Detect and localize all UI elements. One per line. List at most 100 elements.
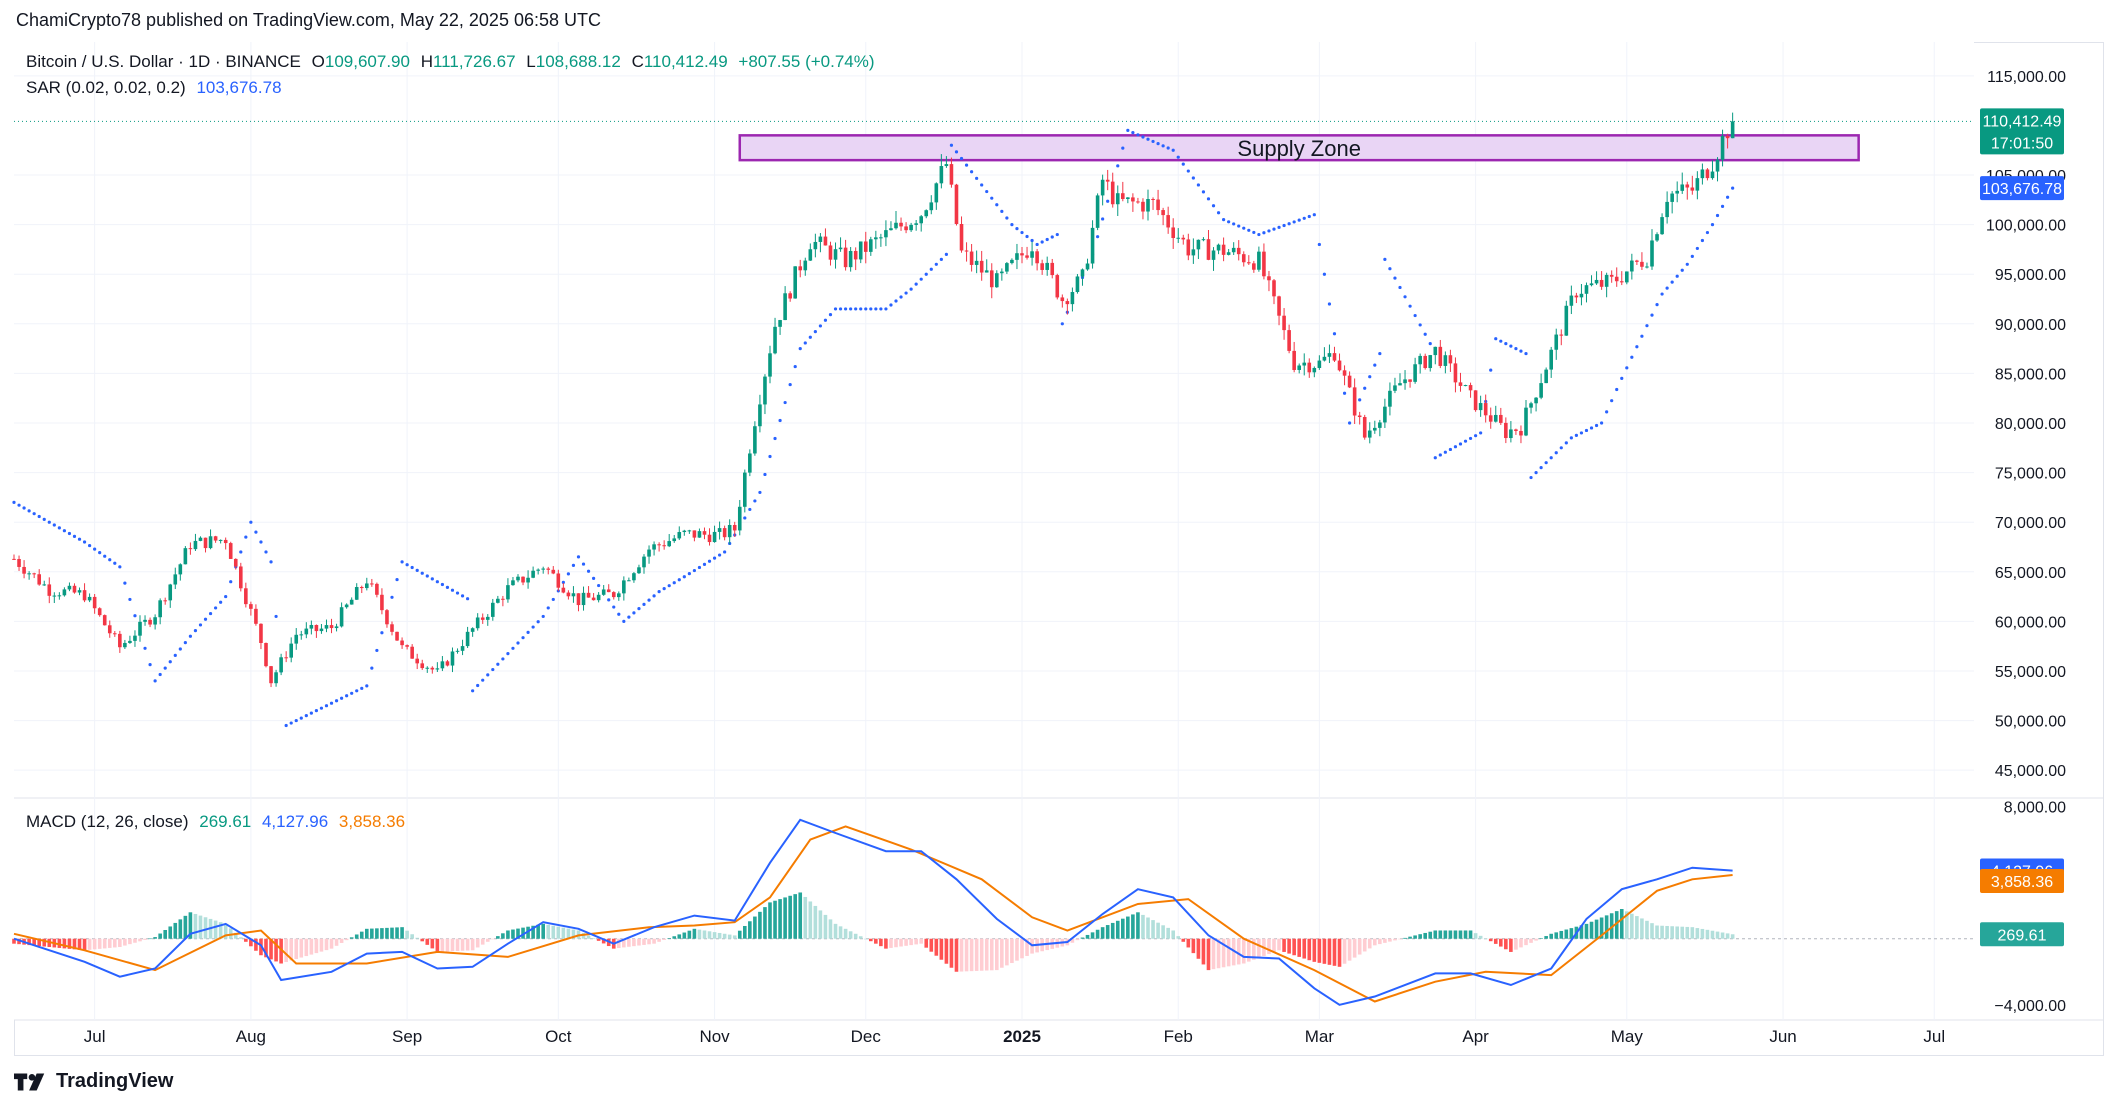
sar-dot: [929, 267, 933, 271]
macd-hist-bar: [838, 926, 843, 939]
sar-dot: [1680, 268, 1684, 272]
macd-hist-bar: [516, 928, 520, 939]
candle-body: [400, 640, 404, 646]
macd-hist-bar: [269, 938, 273, 960]
macd-hist-bar: [1327, 938, 1332, 965]
sar-dot: [400, 560, 404, 564]
sar-dot: [1600, 421, 1604, 425]
candle-body: [1564, 305, 1569, 336]
macd-line: [13, 818, 1733, 1006]
macd-hist-bar: [1307, 938, 1312, 961]
sar-dot: [1544, 461, 1548, 465]
candle-body: [1287, 330, 1291, 351]
macd-legend: MACD (12, 26, close) 269.61 4,127.96 3,8…: [26, 812, 411, 832]
candle-body: [284, 657, 288, 659]
sar-dot: [844, 307, 848, 311]
macd-hist-bar: [1322, 938, 1327, 964]
sar-dot: [1509, 344, 1513, 348]
macd-hist-bar: [425, 938, 430, 945]
macd-hist-bar: [783, 897, 787, 939]
candle-body: [259, 623, 263, 643]
macd-hist-bar: [909, 938, 913, 946]
candle-body: [627, 580, 631, 582]
macd-hist-bar: [264, 938, 268, 958]
candle-body: [460, 646, 465, 651]
candle-body: [617, 593, 621, 598]
candle-body: [828, 245, 833, 260]
macd-hist-bar: [1604, 915, 1609, 939]
candle-body: [1297, 365, 1301, 370]
sar-dot: [1479, 431, 1483, 435]
sar-dot: [849, 307, 853, 311]
sar-dot: [193, 628, 198, 633]
candle-body: [551, 569, 556, 574]
macd-hist-bar: [496, 936, 500, 939]
sar-dot: [108, 558, 112, 562]
candle-body: [67, 585, 72, 590]
time-axis[interactable]: Jul Aug Sep Oct Nov Dec 2025 Feb Mar Apr May Jun Jul: [84, 1027, 1945, 1046]
macd-hist-bar: [213, 920, 218, 939]
macd-hist-bar: [1640, 918, 1644, 939]
price-tick-label: 95,000.00: [1995, 267, 2066, 284]
macd-hist-bar: [1332, 938, 1337, 966]
sar-dot: [758, 490, 762, 495]
macd-hist-bar: [803, 896, 808, 939]
candle-body: [1700, 169, 1705, 179]
sar-dot: [1287, 222, 1291, 226]
sar-dot: [450, 588, 455, 592]
macd-hist-bar: [1579, 925, 1584, 939]
macd-hist-bar: [17, 938, 21, 945]
candle-body: [138, 621, 142, 636]
macd-hist-bar: [27, 938, 31, 946]
candle-body: [848, 250, 853, 268]
candle-body: [1705, 169, 1710, 179]
macd-hist-bar: [228, 928, 233, 939]
last-price-badge: 110,412.49 17:01:50: [1980, 108, 2064, 155]
macd-hist-bar: [354, 934, 359, 939]
sar-dot: [1428, 342, 1432, 346]
macd-hist-bar: [1352, 938, 1357, 958]
sar-dot: [823, 318, 828, 322]
macd-hist-bar: [1499, 938, 1503, 947]
macd-hist-bar: [707, 931, 712, 939]
candle-body: [949, 164, 954, 185]
candle-body: [1423, 355, 1427, 369]
macd-hist-bar: [1493, 938, 1498, 944]
sar-dot: [178, 647, 182, 651]
macd-hist-bar: [1730, 934, 1735, 939]
sar-dot: [622, 619, 626, 623]
sar-dot: [1514, 347, 1518, 351]
hist-badge-text: 269.61: [1998, 927, 2047, 944]
macd-hist-bar: [1257, 938, 1261, 958]
sar-dot: [420, 571, 424, 575]
tradingview-logo[interactable]: TradingView: [14, 1070, 173, 1093]
candle-body: [375, 583, 379, 595]
sar-dot: [1191, 176, 1195, 180]
candle-body: [1665, 201, 1669, 218]
macd-hist-bar: [82, 938, 87, 951]
sar-dot: [445, 585, 450, 589]
sar-dot: [1615, 387, 1619, 392]
candle-body: [97, 608, 102, 616]
sar-dot: [37, 514, 41, 519]
macd-hist-bar: [289, 938, 293, 961]
price-axis[interactable]: 115,000.00105,000.00100,000.0095,000.009…: [1986, 69, 2066, 1015]
candle-body: [788, 293, 792, 299]
macd-hist-bar: [712, 932, 717, 939]
candle-body: [415, 658, 419, 664]
sar-dot: [793, 364, 797, 369]
sar-dot: [672, 581, 676, 585]
candle-body: [359, 587, 364, 589]
candle-body: [1393, 385, 1397, 391]
sar-dot: [460, 594, 465, 598]
sar-dot: [1650, 313, 1654, 317]
sar-dot: [1106, 199, 1110, 203]
sar-dot: [1594, 423, 1599, 428]
sar-dot: [1584, 428, 1589, 433]
price-tick-label: 100,000.00: [1986, 218, 2066, 235]
sar-dot: [355, 689, 359, 693]
macd-hist-bar: [1005, 938, 1009, 966]
sar-dot: [944, 252, 949, 256]
sar-dot: [395, 577, 399, 582]
